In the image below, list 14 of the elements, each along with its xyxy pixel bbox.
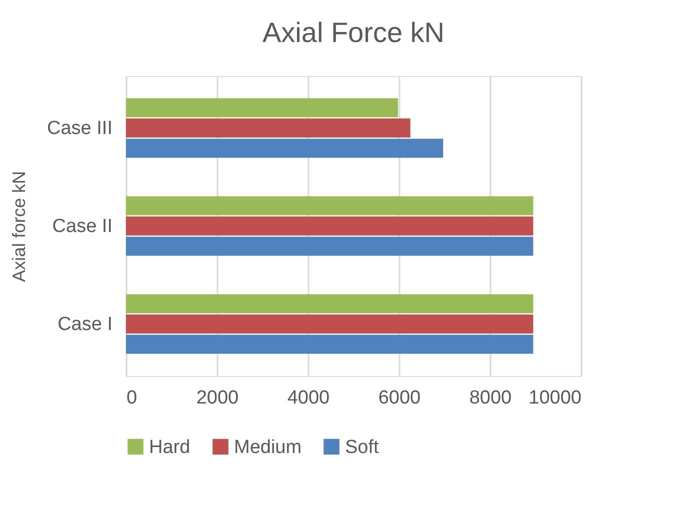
legend-label: Hard bbox=[149, 436, 190, 458]
x-tick-label: 2000 bbox=[196, 388, 239, 408]
chart-title: Axial Force kN bbox=[262, 17, 445, 48]
x-tick-label: 4000 bbox=[287, 388, 330, 408]
x-tick-label: 6000 bbox=[378, 388, 421, 408]
y-axis-title: Axial force kN bbox=[9, 170, 30, 282]
legend-label: Soft bbox=[345, 436, 380, 458]
x-tick-label: 10000 bbox=[528, 388, 582, 408]
y-tick-label: Case III bbox=[47, 118, 112, 139]
legend-label: Medium bbox=[234, 436, 302, 458]
y-tick-label: Case II bbox=[52, 216, 112, 237]
y-tick-label: Case I bbox=[58, 314, 112, 336]
x-tick-label: 0 bbox=[126, 388, 138, 408]
x-tick-label: 8000 bbox=[469, 388, 512, 408]
